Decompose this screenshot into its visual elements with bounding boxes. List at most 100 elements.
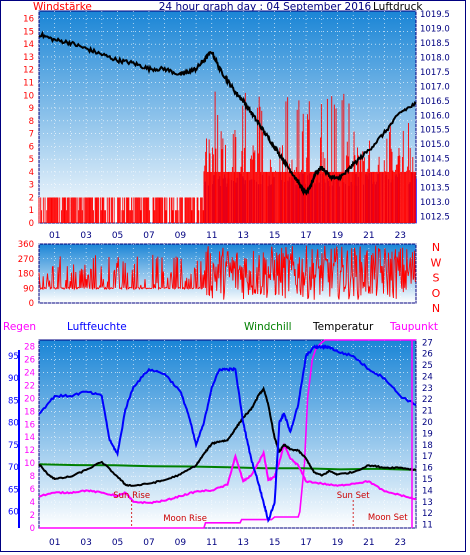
pressure-axis-tick: 1016.0 — [420, 111, 450, 121]
hour-tick-label: 09 — [175, 231, 187, 241]
humidity-axis-tick: 95 — [8, 352, 19, 362]
chart-title: 24 hour graph day : 04 September 2016 — [159, 1, 372, 13]
astro-label: Sun Rise — [113, 491, 150, 501]
pressure-axis-tick: 1015.5 — [420, 126, 450, 136]
temperature-axis-tick: 22 — [422, 395, 433, 405]
wind-axis-tick: 2 — [29, 193, 34, 203]
astro-label: Moon Rise — [163, 514, 207, 524]
humidity-axis-tick: 65 — [8, 485, 19, 495]
hour-tick-label: 07 — [143, 538, 154, 548]
wind-direction-series — [38, 245, 416, 300]
wind-axis-tick: 4 — [29, 168, 34, 178]
humidity-temperature-series: Sun Rise Moon Rise Sun Set Moon Set — [38, 339, 417, 529]
legend-humidity: Luftfeuchte — [67, 321, 127, 333]
pressure-label: Luftdruck — [373, 1, 423, 13]
rain-axis-tick: 26 — [24, 355, 35, 365]
legend-dewpoint: Taupunkt — [389, 321, 438, 333]
hour-tick-label: 19 — [332, 231, 344, 241]
compass-label: O — [432, 287, 441, 300]
temperature-axis-tick: 26 — [422, 350, 433, 360]
rain-axis-tick: 18 — [24, 407, 35, 417]
temperature-axis-tick: 15 — [422, 475, 433, 485]
rain-axis-tick: 24 — [24, 368, 35, 378]
astro-label: Moon Set — [368, 513, 408, 523]
rain-axis-tick: 28 — [24, 342, 35, 352]
temperature-axis-tick: 23 — [422, 384, 433, 394]
wind-axis-tick: 14 — [23, 40, 34, 50]
rain-axis-tick: 16 — [24, 420, 35, 430]
wind-axis-tick: 3 — [29, 181, 34, 191]
rain-axis-tick: 6 — [30, 485, 35, 495]
pressure-axis-tick: 1015.0 — [420, 140, 450, 150]
direction-axis-tick: 180 — [18, 270, 34, 280]
pressure-axis-tick: 1017.5 — [420, 68, 450, 78]
legend-rain: Regen — [3, 321, 36, 333]
humidity-axis-tick: 85 — [8, 396, 19, 406]
temperature-axis-tick: 27 — [422, 338, 433, 348]
wind-axis-tick: 1 — [29, 206, 34, 216]
direction-axis-tick: 90 — [23, 284, 34, 294]
pressure-line — [38, 30, 417, 196]
temperature-axis-tick: 25 — [422, 361, 433, 371]
wind-axis-tick: 11 — [23, 79, 34, 89]
axis-layer: 0101030305050707090911111313151517171919… — [8, 10, 450, 548]
wind-strength-label: Windstärke — [33, 1, 92, 13]
temperature-axis-tick: 14 — [422, 486, 433, 496]
hour-tick-label: 07 — [143, 231, 154, 241]
legend-temperature: Temperatur — [312, 321, 374, 333]
pressure-axis-tick: 1013.0 — [420, 198, 450, 208]
hour-tick-label: 13 — [237, 231, 248, 241]
hour-tick-label: 05 — [112, 231, 123, 241]
wind-series — [38, 91, 417, 223]
rain-axis-tick: 4 — [30, 498, 35, 508]
rain-axis-tick: 0 — [30, 524, 35, 534]
wind-axis-tick: 16 — [23, 15, 34, 25]
direction-axis-tick: 360 — [18, 240, 34, 250]
pressure-axis-tick: 1014.0 — [420, 169, 450, 179]
hour-tick-label: 21 — [363, 538, 374, 548]
pressure-series — [38, 30, 417, 196]
compass-label: N — [432, 302, 440, 315]
rain-axis-tick: 22 — [24, 381, 35, 391]
hour-tick-label: 11 — [206, 538, 217, 548]
humidity-axis-tick: 70 — [8, 463, 19, 473]
hour-tick-label: 13 — [237, 538, 248, 548]
rain-axis-tick: 20 — [24, 394, 35, 404]
temperature-axis-tick: 11 — [422, 521, 433, 531]
pressure-axis-tick: 1017.0 — [420, 82, 450, 92]
pressure-axis-tick: 1018.0 — [420, 53, 450, 63]
hour-tick-label: 01 — [49, 538, 60, 548]
pressure-axis-tick: 1012.5 — [420, 213, 450, 223]
temperature-axis-tick: 16 — [422, 464, 433, 474]
wind-axis-tick: 13 — [23, 53, 34, 63]
pressure-axis-tick: 1018.5 — [420, 39, 450, 49]
compass-label: W — [431, 256, 442, 269]
humidity-axis-tick: 75 — [8, 441, 19, 451]
wind-axis-tick: 10 — [23, 91, 34, 101]
rain-axis-tick: 12 — [24, 446, 35, 456]
hour-tick-label: 01 — [49, 231, 60, 241]
wind-direction-line — [38, 245, 416, 300]
temperature-axis-tick: 19 — [422, 429, 433, 439]
astro-label: Sun Set — [337, 491, 370, 501]
hour-tick-label: 11 — [206, 231, 217, 241]
wind-axis-tick: 8 — [29, 117, 34, 127]
hour-tick-label: 03 — [80, 538, 91, 548]
legend-windchill: Windchill — [244, 321, 292, 333]
hour-tick-label: 17 — [300, 538, 311, 548]
series-line-temperatur — [38, 385, 417, 487]
direction-axis-tick: 0 — [29, 299, 34, 309]
wind-axis-tick: 12 — [23, 66, 34, 76]
rain-axis-tick: 2 — [30, 511, 35, 521]
compass-label: S — [433, 272, 440, 285]
temperature-axis-tick: 18 — [422, 441, 433, 451]
wind-axis-tick: 5 — [29, 155, 34, 165]
hour-tick-label: 09 — [175, 538, 187, 548]
hour-tick-label: 15 — [269, 231, 280, 241]
hour-tick-label: 03 — [80, 231, 91, 241]
wind-axis-tick: 0 — [29, 219, 34, 229]
humidity-axis-tick: 80 — [8, 419, 19, 429]
pressure-axis-tick: 1016.5 — [420, 97, 450, 107]
wind-axis-tick: 9 — [29, 104, 34, 114]
